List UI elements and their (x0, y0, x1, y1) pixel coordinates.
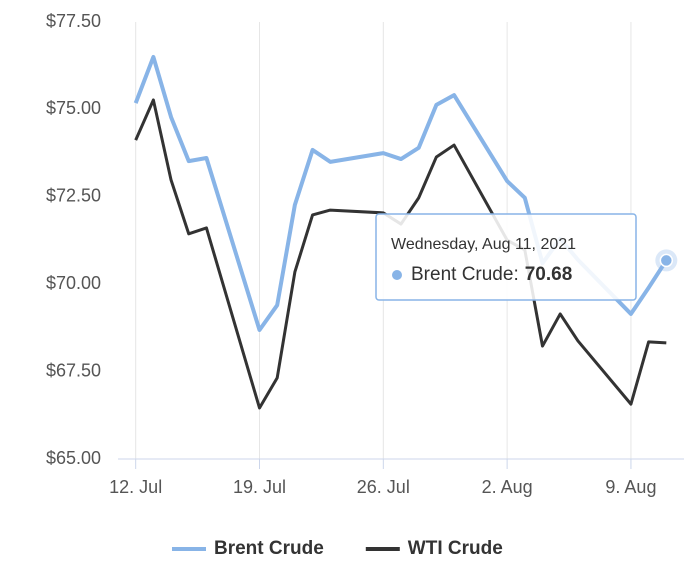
x-tick-label: 26. Jul (357, 477, 410, 497)
tooltip-date: Wednesday, Aug 11, 2021 (391, 236, 576, 253)
x-tick-label: 12. Jul (109, 477, 162, 497)
y-tick-label: $67.50 (46, 360, 101, 380)
tooltip-dot (392, 270, 402, 280)
legend-label: Brent Crude (214, 538, 324, 559)
y-tick-label: $75.00 (46, 98, 101, 118)
tooltip-text: Brent Crude: 70.68 (411, 264, 572, 285)
x-tick-label: 19. Jul (233, 477, 286, 497)
x-tick-label: 2. Aug (482, 477, 533, 497)
hover-point (659, 253, 674, 268)
tooltip-value: 70.68 (525, 264, 573, 285)
x-tick-label: 9. Aug (605, 477, 656, 497)
y-tick-label: $72.50 (46, 186, 101, 206)
y-tick-label: $77.50 (46, 11, 101, 31)
tooltip-label: Brent Crude: (411, 264, 519, 285)
legend-label: WTI Crude (408, 538, 503, 559)
legend: Brent Crude WTI Crude (172, 538, 503, 559)
tooltip-box (375, 213, 637, 301)
tooltip: Wednesday, Aug 11, 2021 Brent Crude: 70.68 (375, 213, 637, 301)
y-tick-label: $70.00 (46, 273, 101, 293)
y-tick-label: $65.00 (46, 448, 101, 468)
